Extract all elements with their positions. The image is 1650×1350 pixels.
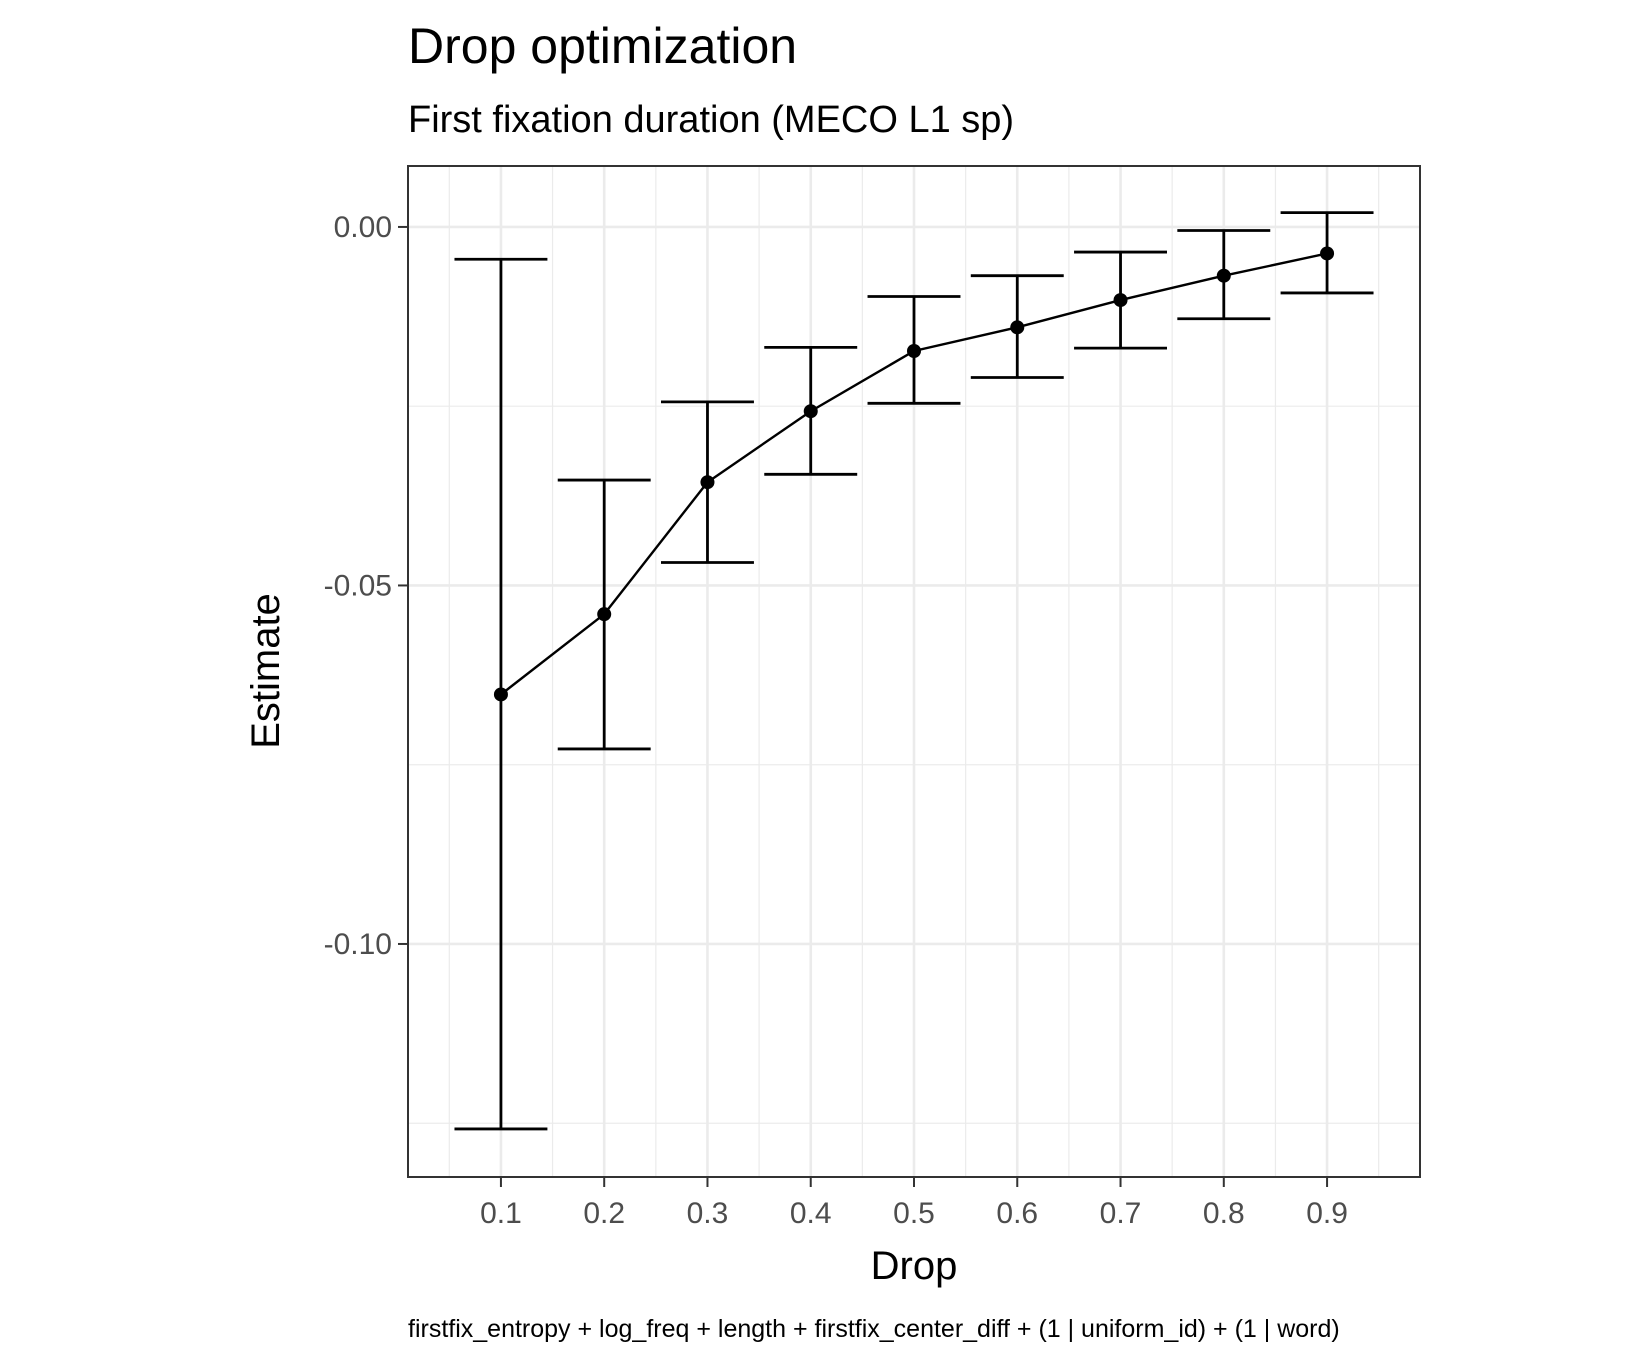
data-point [493, 687, 508, 702]
y-tick-label: 0.00 [334, 211, 392, 244]
data-point [1216, 268, 1231, 283]
axis-ticks: 0.1 0.2 0.3 0.4 0.5 0.6 0.7 0.8 0.9 0.00 -0.05 -0.1… [324, 211, 1348, 1230]
y-tick-label: -0.05 [324, 569, 392, 602]
panel-border [407, 165, 1421, 1178]
data-point [1010, 320, 1025, 335]
x-tick-label: 0.9 [1306, 1197, 1348, 1230]
y-tick-label: -0.10 [324, 928, 392, 961]
chart-title: Drop optimization [408, 18, 797, 74]
chart-caption: firstfix_entropy + log_freq + length + f… [408, 1315, 1340, 1343]
x-tick-label: 0.3 [687, 1197, 729, 1230]
data-point [1320, 246, 1335, 261]
data-layer [454, 211, 1374, 1131]
chart-subtitle: First fixation duration (MECO L1 sp) [408, 99, 1014, 141]
y-axis-title: Estimate [244, 593, 288, 749]
data-point [907, 343, 921, 358]
x-tick-label: 0.2 [583, 1197, 625, 1230]
x-tick-label: 0.8 [1203, 1197, 1245, 1230]
x-tick-label: 0.5 [893, 1197, 935, 1230]
x-tick-label: 0.6 [996, 1197, 1038, 1230]
data-point [1113, 293, 1128, 308]
x-tick-label: 0.4 [790, 1197, 832, 1230]
data-point [700, 475, 715, 490]
data-point [597, 607, 612, 622]
x-axis-title: Drop [871, 1244, 958, 1288]
x-tick-label: 0.7 [1100, 1197, 1142, 1230]
data-point [803, 404, 818, 419]
x-tick-label: 0.1 [480, 1197, 522, 1230]
